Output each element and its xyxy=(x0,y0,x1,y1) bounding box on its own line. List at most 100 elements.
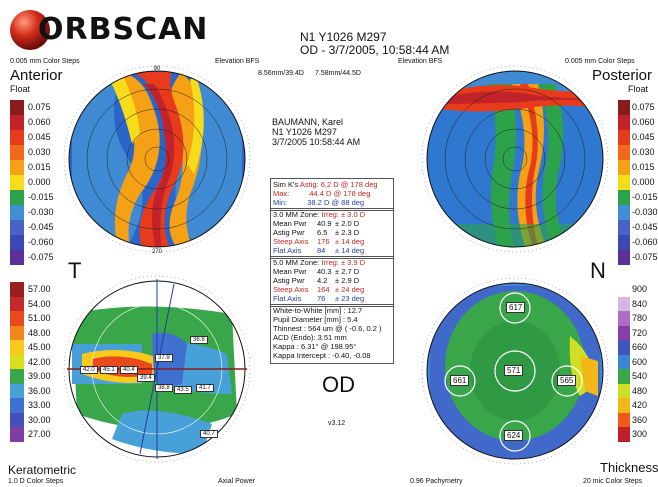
anterior-color-steps: 0.005 mm Color Steps xyxy=(10,58,80,65)
thickness-scale-label: 600 xyxy=(632,356,648,367)
float-scale-right-swatch xyxy=(618,175,630,190)
thickness-value: 624 xyxy=(504,430,524,441)
posterior-title: Posterior xyxy=(592,67,653,84)
kerato-value: 37.9 xyxy=(155,354,173,362)
float-scale-right-label: -0.045 xyxy=(632,222,658,232)
kerato-scale-swatch xyxy=(10,398,24,413)
thickness-scale-swatch xyxy=(618,427,630,442)
simk-astig-axis: @ 178 deg xyxy=(340,180,378,189)
thickness-scale-swatch xyxy=(618,296,630,312)
float-scale-left-label: -0.060 xyxy=(28,237,54,247)
thickness-scale-swatch xyxy=(618,282,630,297)
float-scale-left-swatch xyxy=(10,235,24,250)
float-scale-right-swatch xyxy=(618,100,630,115)
float-scale-right-swatch xyxy=(618,160,630,175)
thickness-scale-swatch xyxy=(618,340,630,355)
zone5-steep: 164 xyxy=(317,285,330,294)
float-scale-left-swatch xyxy=(10,100,24,115)
kerato-value: 36.8 xyxy=(190,336,208,344)
kerato-scale-swatch xyxy=(10,354,24,370)
float-scale-right-label: -0.015 xyxy=(632,192,658,202)
thickness-scale-label: 480 xyxy=(632,385,648,396)
float-scale-right-label: -0.030 xyxy=(632,207,658,217)
pachymetry-label: 0.96 Pachymetry xyxy=(410,478,463,485)
float-scale-left-label: -0.075 xyxy=(28,252,54,262)
float-scale-left-swatch xyxy=(10,175,24,190)
posterior-color-steps: 0.005 mm Color Steps xyxy=(565,58,635,65)
zone3-flat: 84 xyxy=(317,246,326,255)
thickness-scale-label: 900 xyxy=(632,284,648,294)
float-scale-right-label: 0.030 xyxy=(632,147,655,157)
zone3-flat-label: Flat Axis xyxy=(273,246,302,255)
kerato-scale-label: 48.00 xyxy=(28,327,51,338)
wtw: White-to-White [mm] : 12.7 xyxy=(273,306,363,315)
thickness-scale-bar xyxy=(618,282,630,442)
kerato-scale-swatch xyxy=(10,282,24,297)
zone5-flat-label: Flat Axis xyxy=(273,294,302,303)
anterior-elevation-bfs: Elevation BFS xyxy=(215,58,260,65)
kerato-value: 39.4 xyxy=(137,374,155,382)
logo-text: ORBSCAN xyxy=(38,12,209,47)
zone3-mean-err: ± 2.0 D xyxy=(335,219,360,228)
thickness-value: 571 xyxy=(504,365,524,376)
kerato-values: 42.0 45.1 40.4 37.9 38.8 43.5 41.7 39.4 40.7 36.8 xyxy=(62,274,252,464)
thickness-scale-swatch xyxy=(618,398,630,413)
simk-max: 44.4 D xyxy=(309,189,332,198)
simk-min-axis: @ 88 deg xyxy=(331,198,365,207)
float-scale-right-swatch xyxy=(618,130,630,145)
float-scale-right-label: 0.060 xyxy=(632,117,655,127)
float-scale-left-label: 0.045 xyxy=(28,132,51,142)
thickness-scale-label: 840 xyxy=(632,298,648,309)
patient-id: N1 Y1026 M297 xyxy=(272,127,337,137)
kerato-value: 41.7 xyxy=(196,384,214,392)
thickness-scale-swatch xyxy=(618,412,630,428)
kerato-scale-bar xyxy=(10,282,24,442)
zone3-flat-err: ± 14 deg xyxy=(335,246,365,255)
patient-info: BAUMANN, Karel N1 Y1026 M297 3/7/2005 10… xyxy=(272,117,360,147)
kerato-color-steps: 1.0 D Color Steps xyxy=(8,478,64,485)
kerato-scale-swatch xyxy=(10,412,24,428)
kerato-scale-label: 51.00 xyxy=(28,313,51,324)
kerato-scale-swatch xyxy=(10,296,24,312)
thickness-scale-label: 720 xyxy=(632,327,648,338)
anterior-tick-270: 270 xyxy=(152,249,163,254)
posterior-subtitle: Float xyxy=(628,84,649,94)
logo-sphere-icon xyxy=(10,10,50,50)
simk-panel: Sim K's Astig: 6.2 D @ 178 deg Max: 44.4… xyxy=(270,178,394,211)
anterior-bfs-2: 7.58mm/44.5D xyxy=(315,70,361,77)
kerato-value: 38.8 xyxy=(155,384,173,392)
kerato-value: 43.5 xyxy=(174,386,192,394)
zone5-astig-err: ± 2.9 D xyxy=(335,276,360,285)
float-scale-left-label: 0.030 xyxy=(28,147,51,157)
zone5-steep-label: Steep Axis xyxy=(273,285,309,294)
zone3-steep-label: Steep Axis xyxy=(273,237,309,246)
float-scale-left-label: 0.000 xyxy=(28,177,51,187)
kappa-intercept: Kappa Intercept : -0.40, -0.08 xyxy=(273,351,371,360)
float-scale-right-bar xyxy=(618,100,630,265)
simk-min: 38.2 D xyxy=(307,198,330,207)
float-scale-right-label: -0.075 xyxy=(632,252,658,262)
posterior-float-map xyxy=(421,65,609,253)
float-scale-right-swatch xyxy=(618,235,630,250)
thickness-value: 565 xyxy=(557,375,577,386)
float-scale-left-swatch xyxy=(10,190,24,205)
zone3-panel: 3.0 MM Zone: Irreg: ± 3.0 D Mean Pwr 40.9… xyxy=(270,208,394,259)
float-scale-left-swatch xyxy=(10,130,24,145)
float-scale-left-bar xyxy=(10,100,24,265)
zone5-mean: 40.3 xyxy=(317,267,332,276)
temporal-letter: T xyxy=(68,258,82,283)
zone3-astig-label: Astig Pwr xyxy=(273,228,305,237)
simk-astig: 6.2 D xyxy=(320,180,339,189)
orbscan-logo: ORBSCAN xyxy=(8,8,207,52)
kerato-axial-power: Axial Power xyxy=(218,478,255,485)
float-scale-left-swatch xyxy=(10,115,24,130)
posterior-elevation-bfs: Elevation BFS xyxy=(398,58,443,65)
kerato-scale-label: 57.00 xyxy=(28,284,51,294)
thickness-value: 661 xyxy=(450,375,470,386)
kerato-scale-label: 54.00 xyxy=(28,298,51,309)
anterior-subtitle: Float xyxy=(10,84,31,94)
kerato-scale-swatch xyxy=(10,427,24,442)
simk-label: Sim K's xyxy=(273,180,299,189)
thickness-scale-swatch xyxy=(618,369,630,384)
float-scale-left-label: 0.015 xyxy=(28,162,51,172)
